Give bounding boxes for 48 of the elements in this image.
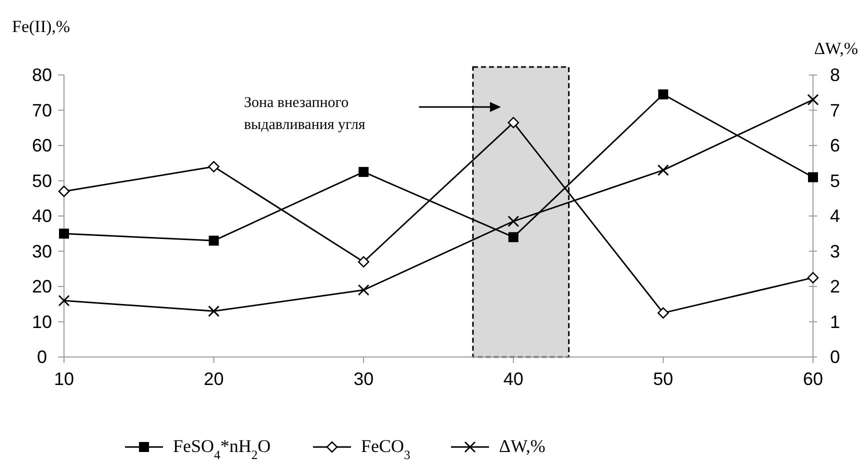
point xyxy=(658,89,668,100)
y2-tick-label: 8 xyxy=(830,65,840,85)
point xyxy=(508,232,518,242)
point xyxy=(658,307,669,319)
legend-label: FeSO$_{4}$*nH$_{2}$O xyxy=(173,436,271,462)
point xyxy=(208,161,220,172)
point xyxy=(358,256,370,268)
point xyxy=(508,216,520,228)
y2-tick-label: 5 xyxy=(830,170,840,191)
y2-tick-label: 3 xyxy=(830,241,840,262)
x-tick-label: 20 xyxy=(204,369,224,389)
x-tick-label: 10 xyxy=(54,369,74,389)
x-tick-label: 50 xyxy=(653,369,674,389)
y-tick-label: 10 xyxy=(32,312,52,332)
y-tick-label: 40 xyxy=(32,206,52,226)
y-tick-label: 30 xyxy=(32,241,52,262)
y-tick-label: 50 xyxy=(32,170,52,191)
point xyxy=(358,284,370,296)
point xyxy=(807,94,819,106)
point xyxy=(208,236,219,246)
point xyxy=(208,305,220,317)
x-tick-label: 40 xyxy=(503,369,524,389)
point xyxy=(58,294,70,306)
point xyxy=(59,228,69,239)
point xyxy=(58,186,70,197)
point xyxy=(358,166,369,177)
annotation: Зона внезапного выдавливания угля xyxy=(244,95,366,133)
point xyxy=(807,272,819,284)
x-tick-label: 30 xyxy=(354,369,374,389)
point xyxy=(657,164,669,176)
y2-tick-label: 4 xyxy=(830,206,840,226)
y-tick-label: 80 xyxy=(32,65,52,85)
legend-label: FeCO$_{3}$ xyxy=(361,436,410,462)
y2-tick-label: 6 xyxy=(830,136,840,156)
point xyxy=(508,116,520,128)
legend-label: ΔW,% xyxy=(499,436,546,456)
y-tick-label: 60 xyxy=(32,136,52,156)
y2-tick-label: 0 xyxy=(830,347,840,367)
y2-tick-label: 2 xyxy=(830,276,840,296)
y2-axis-title: ΔW,% xyxy=(814,39,858,58)
x-tick-label: 60 xyxy=(802,369,824,389)
y-tick-label: 20 xyxy=(32,276,52,296)
y2-tick-label: 1 xyxy=(830,312,840,332)
y2-tick-label: 7 xyxy=(830,100,840,120)
point xyxy=(808,172,818,182)
y-tick-label: 70 xyxy=(32,100,52,120)
y-tick-label: 0 xyxy=(36,347,48,367)
y-axis-title: Fe(II),% xyxy=(12,17,70,36)
